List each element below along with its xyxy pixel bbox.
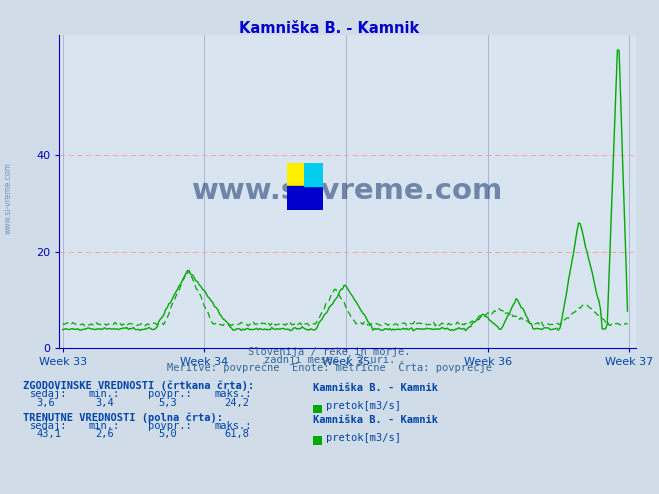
Text: pretok[m3/s]: pretok[m3/s] bbox=[326, 433, 401, 443]
Text: 5,0: 5,0 bbox=[158, 429, 177, 439]
Text: TRENUTNE VREDNOSTI (polna črta):: TRENUTNE VREDNOSTI (polna črta): bbox=[23, 412, 223, 423]
Text: 3,4: 3,4 bbox=[96, 398, 114, 408]
Text: sedaj:: sedaj: bbox=[30, 389, 67, 399]
Text: Kamniška B. - Kamnik: Kamniška B. - Kamnik bbox=[239, 21, 420, 36]
Text: ZGODOVINSKE VREDNOSTI (črtkana črta):: ZGODOVINSKE VREDNOSTI (črtkana črta): bbox=[23, 381, 254, 391]
Polygon shape bbox=[304, 163, 323, 187]
Text: zadnji mesec / 2 uri.: zadnji mesec / 2 uri. bbox=[264, 355, 395, 365]
Text: www.si-vreme.com: www.si-vreme.com bbox=[192, 177, 503, 206]
Text: 24,2: 24,2 bbox=[224, 398, 249, 408]
Text: Slovenija / reke in morje.: Slovenija / reke in morje. bbox=[248, 347, 411, 357]
Text: 5,3: 5,3 bbox=[158, 398, 177, 408]
Text: min.:: min.: bbox=[89, 389, 120, 399]
Text: min.:: min.: bbox=[89, 421, 120, 431]
Text: www.si-vreme.com: www.si-vreme.com bbox=[3, 162, 13, 234]
Text: 3,6: 3,6 bbox=[36, 398, 55, 408]
Text: Kamniška B. - Kamnik: Kamniška B. - Kamnik bbox=[313, 415, 438, 425]
Text: pretok[m3/s]: pretok[m3/s] bbox=[326, 401, 401, 411]
Text: maks.:: maks.: bbox=[214, 421, 252, 431]
Polygon shape bbox=[304, 163, 323, 187]
Text: sedaj:: sedaj: bbox=[30, 421, 67, 431]
Polygon shape bbox=[304, 163, 323, 187]
Text: maks.:: maks.: bbox=[214, 389, 252, 399]
Text: 61,8: 61,8 bbox=[224, 429, 249, 439]
Text: Meritve: povprečne  Enote: metrične  Črta: povprečje: Meritve: povprečne Enote: metrične Črta:… bbox=[167, 362, 492, 373]
Text: 43,1: 43,1 bbox=[36, 429, 61, 439]
Text: 2,6: 2,6 bbox=[96, 429, 114, 439]
Polygon shape bbox=[287, 187, 323, 210]
Text: povpr.:: povpr.: bbox=[148, 421, 192, 431]
Text: povpr.:: povpr.: bbox=[148, 389, 192, 399]
Text: Kamniška B. - Kamnik: Kamniška B. - Kamnik bbox=[313, 383, 438, 393]
Polygon shape bbox=[287, 187, 323, 210]
